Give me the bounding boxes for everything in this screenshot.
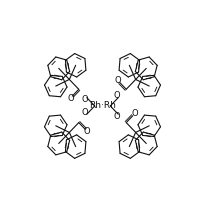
- Text: O: O: [131, 109, 137, 118]
- Text: O: O: [113, 91, 119, 100]
- Text: O: O: [83, 127, 90, 136]
- Text: O: O: [114, 76, 121, 85]
- Text: O: O: [113, 111, 119, 120]
- Text: O: O: [81, 95, 88, 104]
- Text: O: O: [67, 94, 73, 103]
- Text: O: O: [81, 108, 88, 117]
- Text: Rh·Rh: Rh·Rh: [89, 101, 115, 110]
